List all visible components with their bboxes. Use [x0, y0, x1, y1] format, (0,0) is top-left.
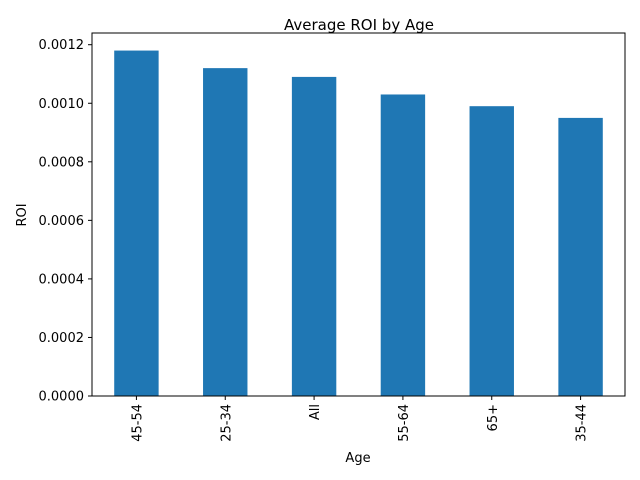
- bar-65+: [469, 106, 514, 396]
- chart-title: Average ROI by Age: [284, 16, 434, 34]
- x-tick-label: All: [308, 404, 323, 420]
- y-tick-label: 0.0000: [39, 390, 85, 405]
- bar-35-44: [558, 117, 603, 397]
- y-tick-label: 0.0012: [39, 38, 85, 53]
- y-tick-label: 0.0004: [39, 272, 85, 287]
- bar-55-64: [380, 94, 426, 396]
- y-tick-label: 0.0002: [39, 331, 85, 346]
- x-axis-label: Age: [345, 451, 370, 466]
- y-tick-label: 0.0010: [39, 97, 85, 112]
- plot-frame: [91, 32, 626, 397]
- x-tick-label: 25-34: [219, 404, 234, 442]
- y-tick-label: 0.0006: [39, 214, 85, 229]
- x-tick-label: 55-64: [397, 404, 412, 442]
- bar-25-34: [203, 68, 248, 396]
- x-tick-label: 35-44: [575, 404, 590, 442]
- x-tick-label: 45-54: [130, 404, 145, 442]
- y-axis-ticks: 0.0000 0.0002 0.0004 0.0006 0.0008 0.0010 0.00…: [39, 38, 92, 405]
- y-axis-label: ROI: [15, 203, 30, 226]
- bars-group: [114, 50, 603, 397]
- bar-All: [291, 76, 337, 396]
- bar-45-54: [114, 50, 159, 397]
- y-tick-label: 0.0008: [39, 155, 85, 170]
- x-tick-label: 65+: [486, 404, 501, 431]
- x-axis-ticks: 45-54 25-34 All 55-64 65+ 35-44: [130, 396, 590, 442]
